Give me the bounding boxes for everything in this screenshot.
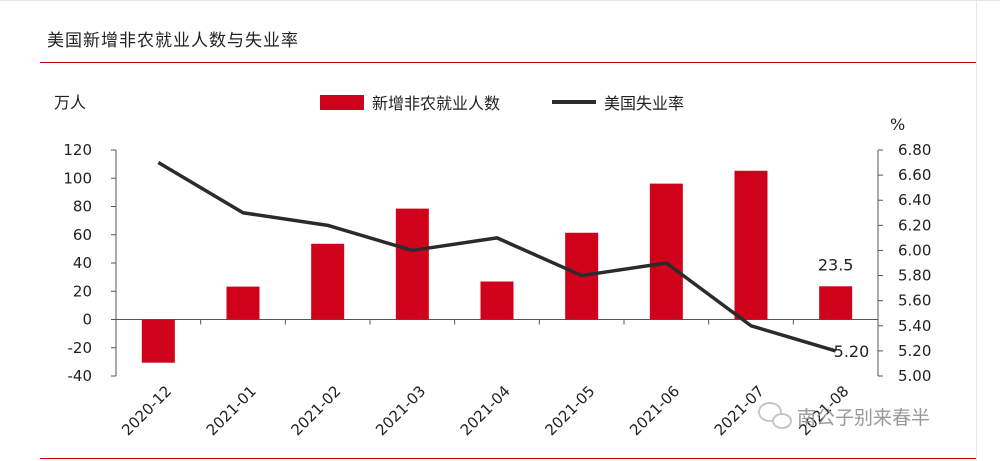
right-tick-label: 6.00 <box>898 241 931 259</box>
right-tick-label: 5.60 <box>898 292 931 310</box>
right-tick-label: 6.60 <box>898 166 931 184</box>
legend-swatch-bars <box>320 95 364 110</box>
unemployment-line <box>157 161 837 353</box>
right-tick-label: 6.40 <box>898 191 931 209</box>
legend-label-line: 美国失业率 <box>604 94 684 113</box>
left-tick-label: 80 <box>73 198 92 216</box>
bar-2021-02 <box>311 243 345 320</box>
bar-data-label: 23.5 <box>818 255 854 274</box>
watermark-text: 南公子别来春半 <box>797 407 930 429</box>
bar-2021-08 <box>819 286 853 320</box>
left-tick-label: -40 <box>68 367 93 385</box>
x-tick-label: 2021-05 <box>541 382 598 439</box>
left-tick-label: -20 <box>68 339 93 357</box>
left-tick-label: 20 <box>73 282 92 300</box>
left-axis-unit: 万人 <box>54 93 86 112</box>
legend-label-bars: 新增非农就业人数 <box>372 94 500 113</box>
left-tick-label: 100 <box>63 169 92 187</box>
frame-right-rule <box>976 0 977 461</box>
x-tick-label: 2021-01 <box>203 382 260 439</box>
right-tick-label: 5.40 <box>898 317 931 335</box>
title-divider <box>40 62 976 63</box>
left-tick-label: 120 <box>63 141 92 159</box>
left-tick-label: 40 <box>73 254 92 272</box>
x-tick-label: 2021-02 <box>287 382 344 439</box>
bar-2021-04 <box>480 281 514 320</box>
right-tick-label: 5.20 <box>898 342 931 360</box>
left-tick-label: 60 <box>73 226 92 244</box>
wechat-icon <box>758 402 792 429</box>
chart-title: 美国新增非农就业人数与失业率 <box>47 31 299 51</box>
bar-2021-06 <box>649 183 683 320</box>
x-tick-label: 2020-12 <box>118 382 175 439</box>
right-axis-unit: % <box>890 115 905 134</box>
x-tick-label: 2021-06 <box>626 382 683 439</box>
right-tick-label: 6.20 <box>898 216 931 234</box>
bar-2021-03 <box>395 208 429 320</box>
bar-2021-07 <box>734 170 768 320</box>
frame-top-rule <box>0 0 1000 1</box>
bottom-divider <box>40 458 976 459</box>
bar-2020-12 <box>141 319 175 363</box>
right-tick-label: 5.80 <box>898 267 931 285</box>
right-tick-label: 6.80 <box>898 141 931 159</box>
right-tick-label: 5.00 <box>898 367 931 385</box>
line-data-label: 5.20 <box>834 342 870 361</box>
x-tick-label: 2021-04 <box>457 382 514 439</box>
x-tick-label: 2021-03 <box>372 382 429 439</box>
bar-2021-01 <box>226 286 260 320</box>
left-tick-label: 0 <box>82 311 92 329</box>
